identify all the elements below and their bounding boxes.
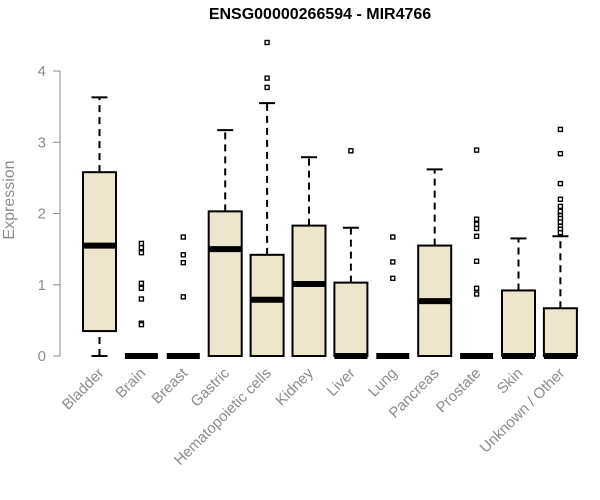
- outlier-prostate: [473, 221, 480, 227]
- outlier-unknown-other: [557, 208, 564, 215]
- y-tick-label: 2: [38, 206, 46, 223]
- x-tick-label-lung: Lung: [365, 365, 401, 401]
- outlier-prostate: [473, 233, 480, 240]
- outlier-unknown-other: [557, 150, 564, 157]
- outlier-breast: [180, 294, 187, 300]
- x-tick-label-brain: Brain: [112, 365, 149, 402]
- box-unknown-other: [542, 307, 578, 358]
- outlier-brain: [138, 240, 145, 247]
- outlier-prostate: [473, 258, 480, 264]
- outlier-brain: [138, 280, 145, 287]
- y-tick-label: 0: [38, 348, 46, 365]
- outlier-brain: [138, 296, 145, 302]
- x-tick-label-prostate: Prostate: [433, 365, 485, 417]
- chart-title: ENSG00000266594 - MIR4766: [208, 6, 432, 23]
- x-tick-label-bladder: Bladder: [59, 365, 108, 414]
- outlier-unknown-other: [557, 180, 564, 187]
- outlier-unknown-other: [557, 126, 564, 133]
- outlier-lung: [390, 234, 396, 240]
- box-skin: [501, 289, 536, 358]
- outlier-unknown-other: [557, 219, 564, 225]
- outlier-prostate: [473, 291, 480, 297]
- y-tick-label: 1: [38, 277, 46, 294]
- x-tick-label-skin: Skin: [494, 365, 527, 398]
- outlier-breast: [180, 234, 187, 240]
- box-bladder: [82, 171, 117, 333]
- outlier-liver: [348, 148, 354, 154]
- outlier-prostate: [473, 147, 480, 153]
- outlier-unknown-other: [557, 230, 564, 236]
- outlier-lung: [390, 259, 396, 265]
- outlier-brain: [138, 321, 145, 328]
- outlier-hematopoietic-cells: [264, 75, 270, 81]
- outlier-prostate: [473, 216, 480, 222]
- outlier-brain: [138, 285, 145, 292]
- box-hematopoietic-cells: [249, 253, 285, 357]
- outlier-prostate: [473, 225, 480, 232]
- outlier-hematopoietic-cells: [264, 84, 270, 91]
- y-tick-label: 3: [38, 134, 46, 151]
- outlier-lung: [390, 275, 396, 282]
- outlier-brain: [138, 249, 145, 256]
- box-kidney: [291, 224, 327, 357]
- outlier-hematopoietic-cells: [264, 39, 270, 46]
- outlier-breast: [180, 259, 187, 266]
- x-tick-label-kidney: Kidney: [272, 364, 317, 409]
- box-gastric: [207, 210, 243, 357]
- outlier-unknown-other: [557, 203, 564, 210]
- outlier-brain: [138, 244, 145, 251]
- y-tick-label: 4: [38, 63, 46, 80]
- x-tick-label-liver: Liver: [324, 365, 359, 400]
- box-liver: [333, 281, 369, 357]
- outlier-prostate: [473, 285, 480, 292]
- x-tick-label-breast: Breast: [148, 364, 191, 407]
- outlier-breast: [180, 252, 187, 258]
- outlier-unknown-other: [557, 196, 564, 202]
